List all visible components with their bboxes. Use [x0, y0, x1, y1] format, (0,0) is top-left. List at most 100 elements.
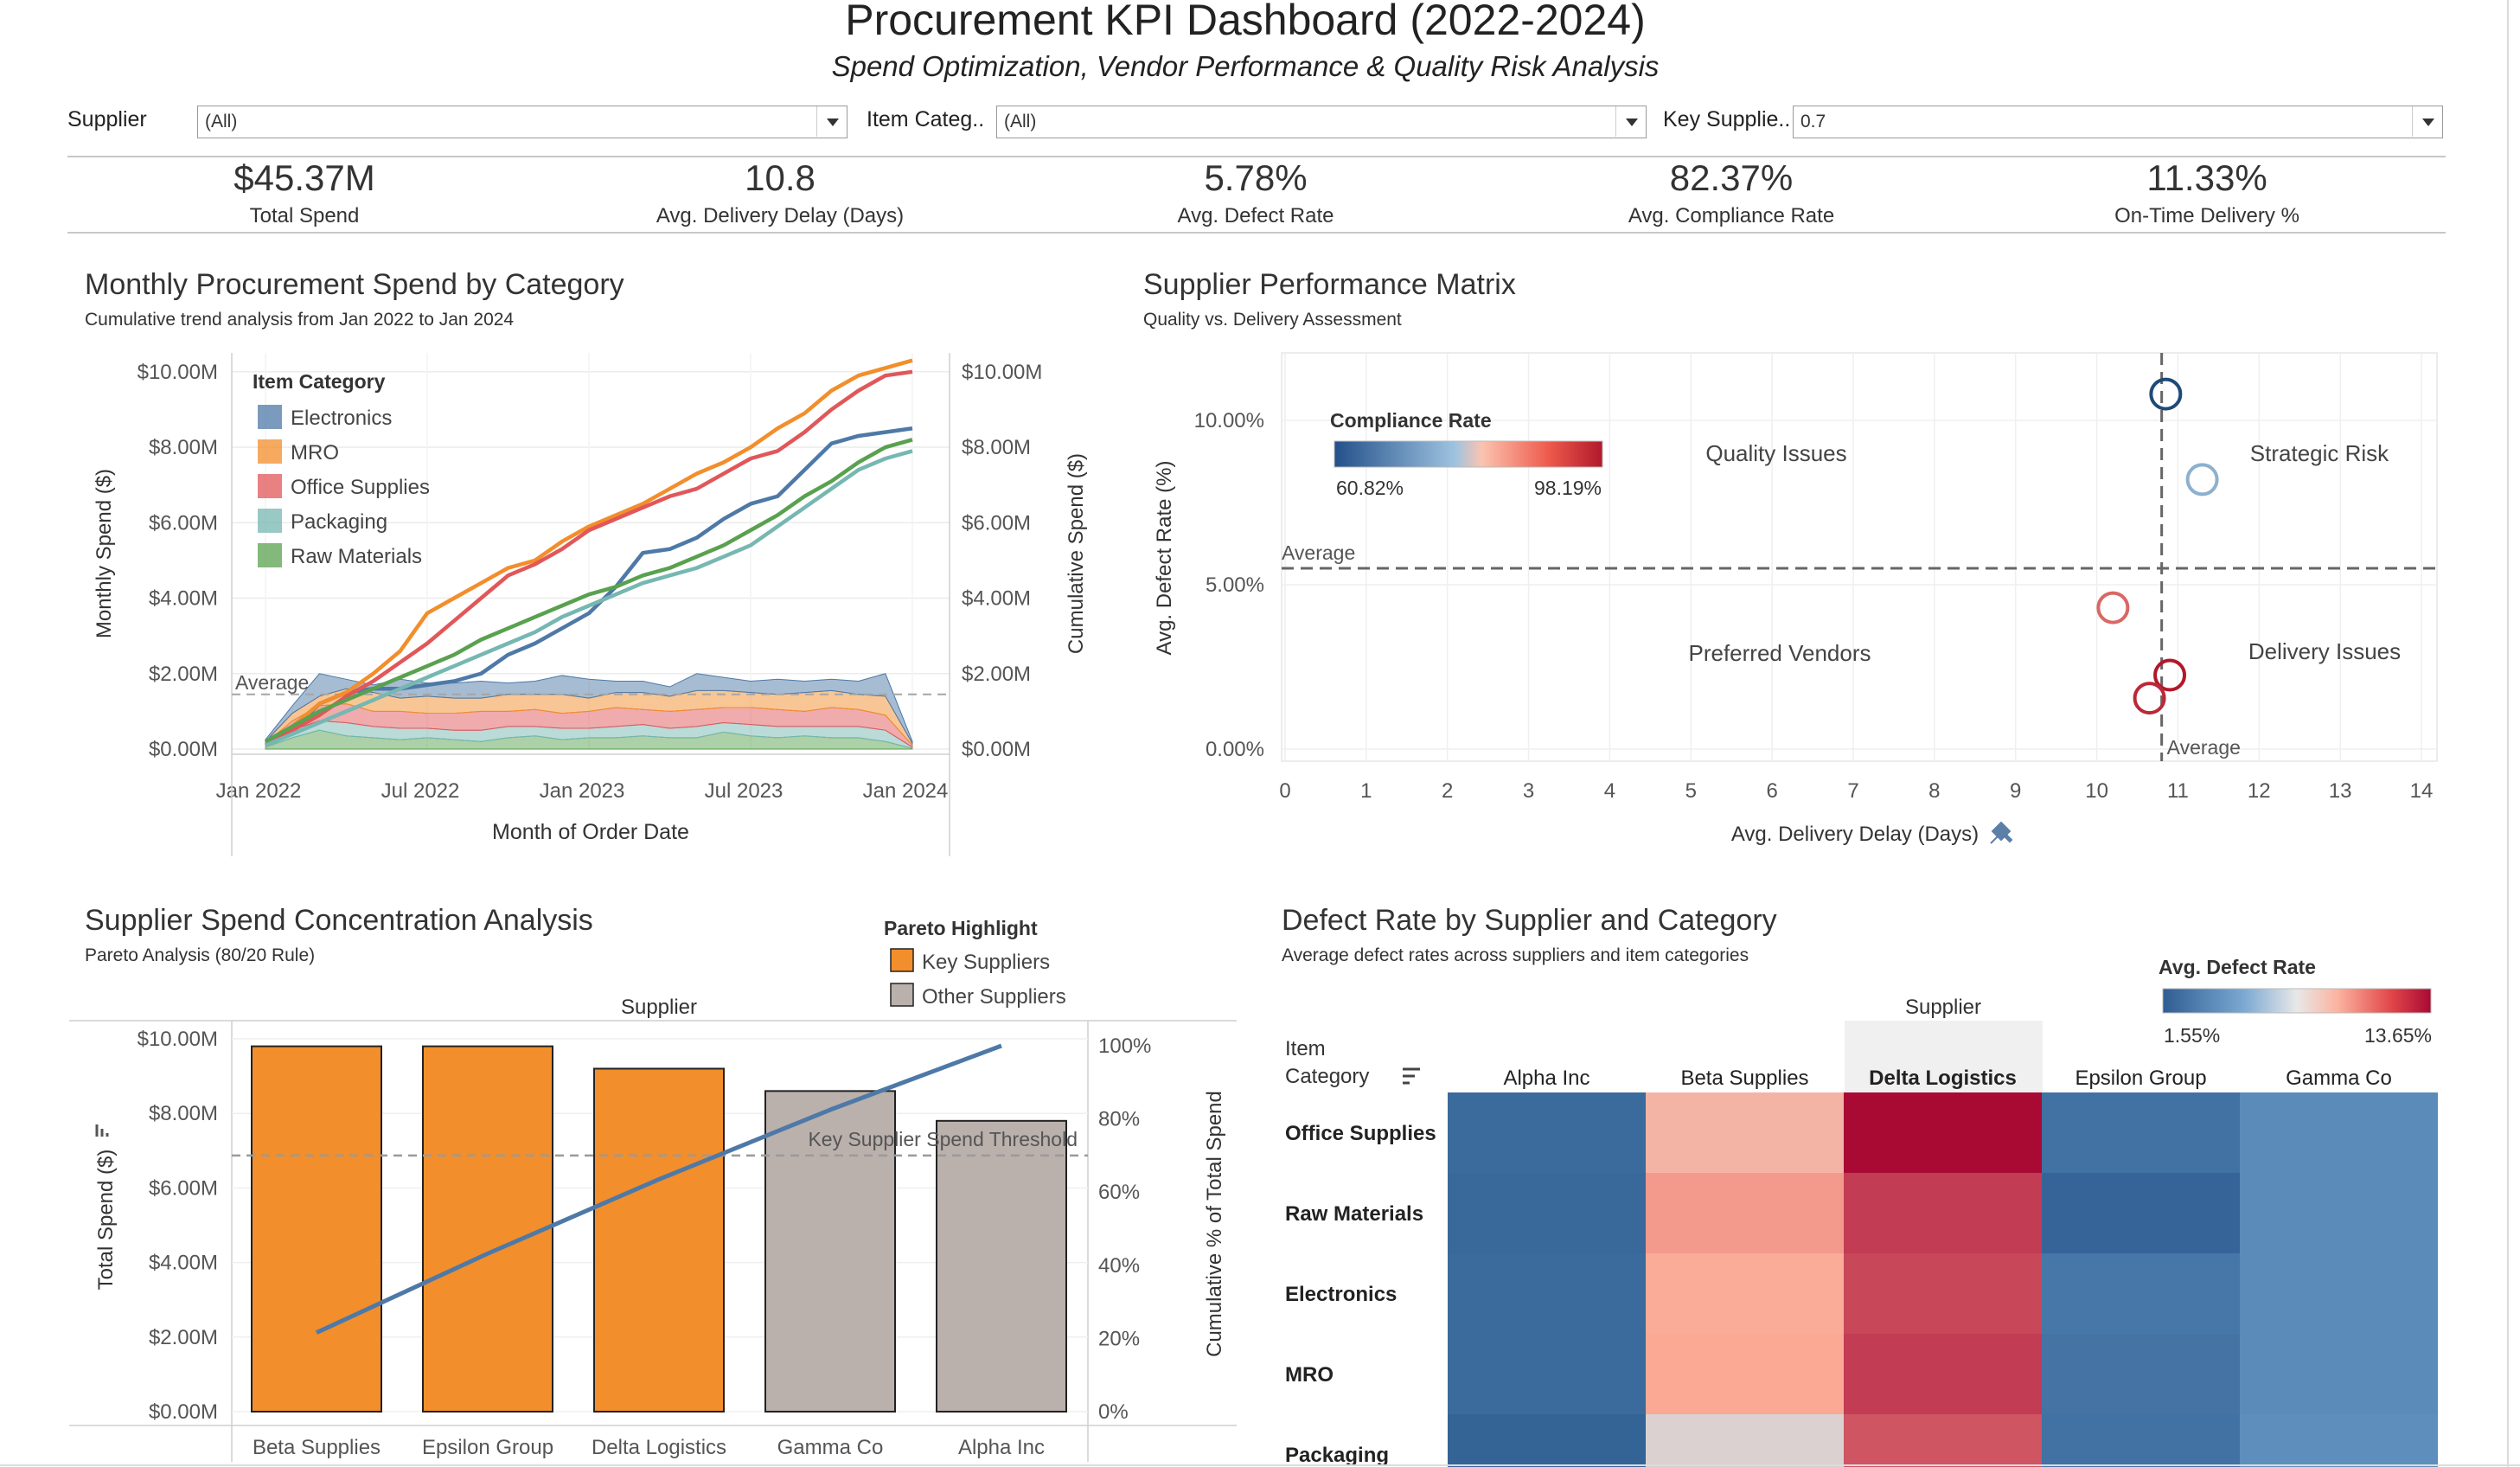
heatmap-cell [2240, 1334, 2438, 1414]
supplier-filter-dropdown[interactable]: (All) [197, 106, 847, 138]
spend-y2-tick-label: $0.00M [962, 738, 1031, 761]
matrix-y-tick-label: 10.00% [1194, 409, 1264, 432]
heatmap-cell [1448, 1173, 1646, 1253]
category-filter-dropdown[interactable]: (All) [996, 106, 1647, 138]
quadrant-delivery-issues: Delivery Issues [2248, 638, 2401, 664]
matrix-x-tick-label: 9 [2010, 779, 2021, 803]
heatmap-cell [1646, 1414, 1844, 1467]
spend-cumulative-line-office-supplies [265, 369, 913, 744]
spend-x-tick-label: Jul 2022 [381, 779, 460, 803]
matrix-x-tick-label: 10 [2085, 779, 2108, 803]
heatmap-cell [1844, 1092, 2042, 1173]
heatmap-cell [1844, 1414, 2042, 1467]
pareto-threshold-label: Key Supplier Spend Threshold [808, 1128, 1078, 1150]
spend-y-tick-label: $0.00M [149, 738, 218, 761]
category-filter-value: (All) [1004, 112, 1037, 131]
heatmap-cell [2240, 1253, 2438, 1334]
pareto-chart-title: Supplier Spend Concentration Analysis [85, 904, 593, 937]
sort-icon [1403, 1067, 1420, 1085]
quadrant-quality-issues: Quality Issues [1705, 440, 1846, 466]
heatmap-row-label: Raw Materials [1285, 1202, 1423, 1226]
spend-legend-item: Electronics [291, 407, 392, 430]
kpi-total-spend-value: $45.37M [233, 157, 375, 198]
pareto-y2-tick-label: 20% [1098, 1327, 1140, 1350]
heatmap-header-highlight [1845, 1021, 2043, 1092]
heatmap-cell [1448, 1253, 1646, 1334]
spend-cumulative-line-packaging [265, 449, 913, 747]
pareto-y2-tick-label: 40% [1098, 1254, 1140, 1278]
chevron-down-icon[interactable] [816, 106, 847, 137]
pareto-x-axis-title: Supplier [621, 996, 697, 1019]
spend-x-tick-label: Jul 2023 [705, 779, 784, 803]
matrix-supplier-point [2153, 658, 2187, 692]
spend-legend-item: Packaging [291, 510, 387, 534]
heatmap-row-header: Item [1285, 1037, 1326, 1060]
heatmap-cell [2042, 1092, 2240, 1173]
spend-y-tick-label: $8.00M [149, 436, 218, 459]
heatmap-cell [1646, 1092, 1844, 1173]
spend-legend-swatch [258, 405, 282, 429]
matrix-y-tick-label: 0.00% [1206, 738, 1264, 761]
matrix-x-tick-label: 8 [1928, 779, 1940, 803]
pareto-x-tick-label: Alpha Inc [958, 1436, 1045, 1459]
matrix-supplier-point [2185, 463, 2219, 496]
pareto-x-tick-label: Epsilon Group [422, 1436, 553, 1459]
matrix-x-tick-label: 5 [1685, 779, 1697, 803]
matrix-x-tick-label: 12 [2248, 779, 2271, 803]
pareto-y-tick-label: $0.00M [149, 1400, 218, 1424]
category-filter-label: Item Categ.. [867, 107, 985, 131]
kpi-compliance-label: Avg. Compliance Rate [1628, 204, 1835, 227]
heatmap-chart-title: Defect Rate by Supplier and Category [1282, 904, 1777, 937]
quadrant-preferred-vendors: Preferred Vendors [1688, 640, 1871, 666]
pareto-y-tick-label: $8.00M [149, 1102, 218, 1125]
kpi-ontime-value: 11.33% [2146, 157, 2267, 198]
heatmap-cell [1646, 1173, 1844, 1253]
spend-average-label: Average [235, 671, 309, 694]
heatmap-cell [2042, 1414, 2240, 1467]
dashboard-title: Procurement KPI Dashboard (2022-2024) [845, 0, 1646, 44]
heatmap-column-label: Delta Logistics [1869, 1067, 2017, 1090]
divider [67, 156, 2446, 157]
pareto-y2-tick-label: 0% [1098, 1400, 1129, 1424]
matrix-x-tick-label: 1 [1360, 779, 1372, 803]
matrix-x-tick-label: 6 [1766, 779, 1777, 803]
spend-y-tick-label: $6.00M [149, 511, 218, 535]
matrix-x-tick-label: 11 [2167, 779, 2189, 803]
pareto-y-tick-label: $6.00M [149, 1176, 218, 1200]
heatmap-cell [1448, 1334, 1646, 1414]
matrix-x-tick-label: 4 [1604, 779, 1615, 803]
spend-y2-tick-label: $6.00M [962, 511, 1031, 535]
spend-legend-swatch [258, 543, 282, 567]
heatmap-legend-bar [2162, 988, 2432, 1014]
kpi-delivery-delay-label: Avg. Delivery Delay (Days) [656, 204, 905, 227]
spend-y-tick-label: $4.00M [149, 587, 218, 611]
pareto-chart-subtitle: Pareto Analysis (80/20 Rule) [85, 945, 316, 965]
spend-legend-title: Item Category [253, 370, 386, 393]
spend-y2-tick-label: $2.00M [962, 663, 1031, 686]
pareto-legend-title: Pareto Highlight [884, 917, 1038, 939]
matrix-x-tick-label: 14 [2410, 779, 2434, 803]
pareto-legend-swatch-key [890, 948, 914, 972]
matrix-average-label-y: Average [1282, 541, 1355, 564]
pareto-x-tick-label: Beta Supplies [253, 1436, 381, 1459]
pareto-x-tick-label: Delta Logistics [592, 1436, 726, 1459]
heatmap-cell [2042, 1173, 2240, 1253]
pareto-cumulative-line [315, 1043, 1002, 1335]
key-supplier-filter-dropdown[interactable]: 0.7 [1793, 106, 2443, 138]
chevron-down-icon[interactable] [1615, 106, 1646, 137]
heatmap-legend-title: Avg. Defect Rate [2159, 956, 2316, 978]
spend-cumulative-line-raw-materials [264, 438, 913, 744]
heatmap-column-label: Gamma Co [2286, 1067, 2392, 1090]
chevron-down-icon[interactable] [2412, 106, 2442, 137]
matrix-x-tick-label: 7 [1847, 779, 1858, 803]
sort-icon [95, 1124, 109, 1137]
matrix-x-tick-label: 13 [2329, 779, 2352, 803]
pareto-y2-axis-title: Cumulative % of Total Spend [1203, 1091, 1226, 1357]
heatmap-column-label: Epsilon Group [2075, 1067, 2206, 1090]
matrix-x-tick-label: 2 [1442, 779, 1453, 803]
matrix-legend-bar [1334, 440, 1603, 468]
pareto-bar [593, 1067, 725, 1413]
pin-icon [1990, 821, 2013, 844]
heatmap-column-header: Supplier [1905, 996, 1981, 1019]
spend-x-tick-label: Jan 2022 [216, 779, 302, 803]
